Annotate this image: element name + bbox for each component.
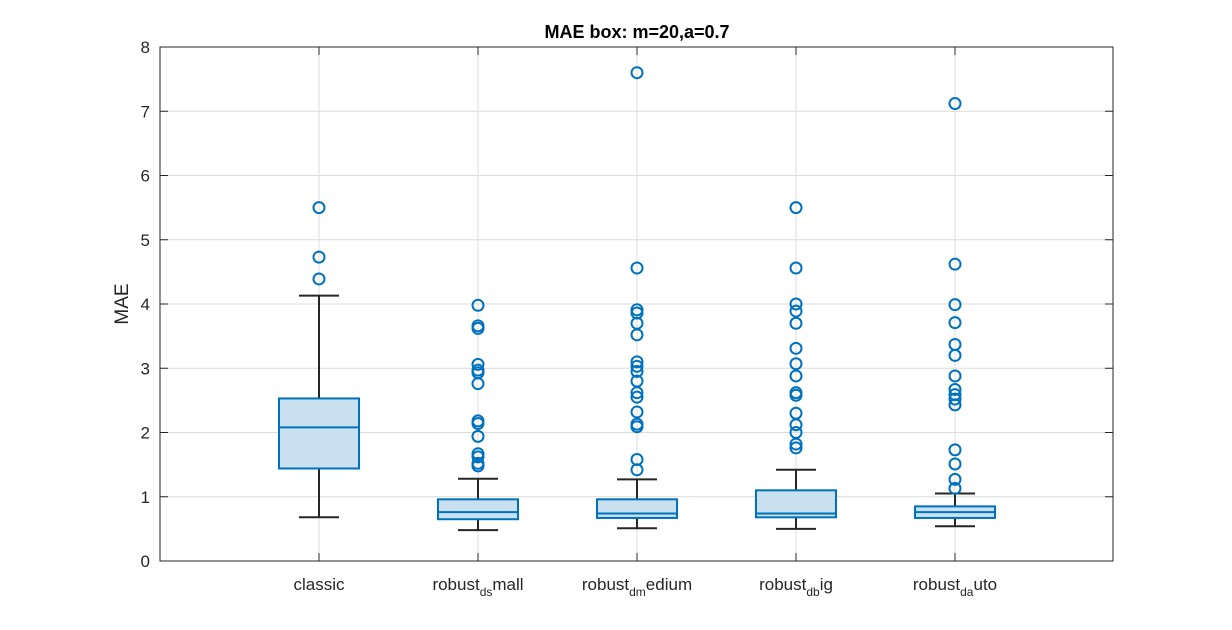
x-tick-label-part: edium [646, 575, 692, 594]
y-tick-label: 5 [141, 231, 150, 250]
outlier-point [948, 392, 962, 406]
box [278, 397, 360, 470]
y-tick-label: 7 [141, 102, 150, 121]
outlier-point [789, 386, 803, 400]
y-tick-label: 2 [141, 424, 150, 443]
x-tick-label: robustdauto [913, 575, 997, 599]
outlier-point [471, 456, 485, 470]
outlier-point [789, 201, 803, 215]
outlier-point [471, 447, 485, 461]
outlier-point [789, 369, 803, 383]
x-tick-label-part: mall [492, 575, 523, 594]
outlier-point [471, 298, 485, 312]
x-tick-label-part: robust [913, 575, 961, 594]
axes-box [159, 46, 1114, 562]
box-series [278, 66, 996, 532]
outlier-point [948, 369, 962, 383]
outlier-point [789, 357, 803, 371]
x-tick-label: robustdsmall [432, 575, 523, 599]
outlier-point [948, 337, 962, 351]
y-tick-label: 1 [141, 488, 150, 507]
outlier-point [471, 357, 485, 371]
axes-frame [159, 46, 1114, 562]
outlier-point [630, 417, 644, 431]
outlier-point [789, 406, 803, 420]
outlier-point [789, 426, 803, 439]
x-tick-label: classic [293, 575, 345, 594]
outlier-point [789, 341, 803, 355]
outlier-point [630, 66, 644, 80]
x-tick-label: robustdbig [759, 575, 833, 599]
x-tick-label-subscript: da [960, 585, 974, 599]
x-tick-label-part: classic [293, 575, 345, 594]
x-tick-label-part: uto [973, 575, 997, 594]
x-tick-label-subscript: ds [480, 585, 493, 599]
x-tick-label-part: robust [582, 575, 630, 594]
outlier-point [471, 319, 485, 333]
y-tick-labels: 0 1 2 3 4 5 6 7 8 [141, 38, 150, 571]
outlier-point [630, 374, 644, 388]
outlier-point [312, 201, 326, 215]
outlier-point [789, 297, 803, 311]
outlier-point [948, 316, 962, 330]
box-group [914, 97, 996, 528]
box-group [278, 201, 360, 519]
y-axis-label: MAE [112, 283, 133, 324]
x-tick-label-subscript: db [806, 585, 820, 599]
outlier-point [630, 303, 644, 317]
outlier-point [789, 441, 803, 455]
outlier-point [789, 261, 803, 275]
outlier-point [789, 316, 803, 330]
outlier-point [948, 298, 962, 312]
outlier-point [948, 382, 962, 396]
outlier-point [630, 364, 644, 378]
outlier-point [630, 405, 644, 419]
y-tick-label: 6 [141, 167, 150, 186]
box [596, 498, 678, 519]
y-tick-label: 4 [141, 295, 150, 314]
y-tick-label: 3 [141, 359, 150, 378]
outlier-point [630, 390, 644, 404]
outlier-point [471, 363, 485, 377]
box-group [755, 201, 837, 530]
outlier-point [471, 429, 485, 443]
outlier-point [948, 481, 962, 495]
outlier-point [630, 452, 644, 466]
outlier-point [312, 272, 326, 286]
outlier-point [630, 355, 644, 369]
outlier-point [789, 304, 803, 318]
outlier-point [948, 457, 962, 471]
box [437, 498, 519, 521]
plot-area [159, 46, 1114, 562]
chart-title: MAE box: m=20,a=0.7 [544, 22, 729, 42]
x-tick-label-part: robust [432, 575, 480, 594]
x-tick-label-part: robust [759, 575, 807, 594]
box-group [596, 66, 678, 530]
y-tick-label: 0 [141, 552, 150, 571]
outlier-point [312, 250, 326, 264]
outlier-point [630, 261, 644, 275]
outlier-point [630, 359, 644, 373]
box-group [437, 298, 519, 532]
y-tick-label: 8 [141, 38, 150, 57]
outlier-point [948, 388, 962, 402]
x-tick-label-part: ig [820, 575, 833, 594]
outlier-point [948, 257, 962, 271]
outlier-point [471, 414, 485, 428]
x-tick-label: robustdmedium [582, 575, 692, 599]
x-tick-label-subscript: dm [629, 585, 646, 599]
outlier-point [948, 472, 962, 486]
outlier-point [948, 443, 962, 457]
x-tick-labels: classic robustdsmall robustdmedium robustdb… [293, 575, 997, 599]
outlier-point [948, 97, 962, 111]
